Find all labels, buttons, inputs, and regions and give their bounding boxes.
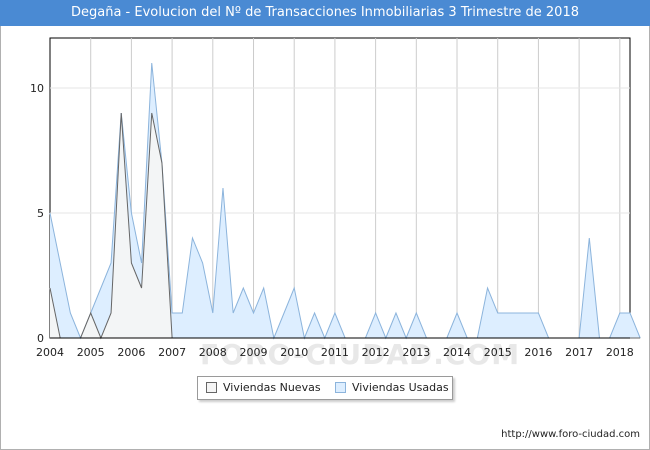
legend: Viviendas Nuevas Viviendas Usadas — [197, 376, 453, 400]
series-area-usadas — [50, 63, 641, 338]
legend-item-nuevas: Viviendas Nuevas — [206, 381, 321, 395]
x-tick-label: 2005 — [77, 346, 105, 359]
x-tick-label: 2011 — [321, 346, 349, 359]
footer-url: http://www.foro-ciudad.com — [501, 429, 640, 440]
x-tick-label: 2014 — [443, 346, 471, 359]
chart-title: Degaña - Evolucion del Nº de Transaccion… — [0, 0, 650, 26]
x-tick-label: 2013 — [402, 346, 430, 359]
x-tick-label: 2009 — [240, 346, 268, 359]
legend-swatch-nuevas — [206, 381, 217, 393]
x-tick-label: 2016 — [524, 346, 552, 359]
series-layer — [49, 62, 641, 340]
x-tick-label: 2015 — [484, 346, 512, 359]
x-tick-label: 2012 — [362, 346, 390, 359]
y-tick-label: 5 — [37, 207, 44, 220]
y-tick-label: 10 — [30, 82, 44, 95]
legend-label-nuevas: Viviendas Nuevas — [223, 381, 321, 394]
axis-layer: 2004 2005 2006 2007 2008 2009 2010 2011 2012 2013… — [30, 82, 634, 359]
x-tick-label: 2010 — [280, 346, 308, 359]
x-tick-label: 2008 — [199, 346, 227, 359]
x-tick-label: 2018 — [606, 346, 634, 359]
x-tick-label: 2007 — [158, 346, 186, 359]
x-tick-label: 2006 — [117, 346, 145, 359]
watermark-text: FORO-CIUDAD.COM — [200, 338, 521, 371]
legend-item-usadas: Viviendas Usadas — [335, 381, 449, 395]
x-tick-label: 2017 — [565, 346, 593, 359]
legend-label-usadas: Viviendas Usadas — [352, 381, 449, 394]
y-tick-label: 0 — [37, 332, 44, 345]
legend-swatch-usadas — [335, 381, 346, 393]
series-area-nuevas — [50, 113, 641, 338]
x-tick-label: 2004 — [36, 346, 64, 359]
grid-layer — [50, 38, 630, 338]
